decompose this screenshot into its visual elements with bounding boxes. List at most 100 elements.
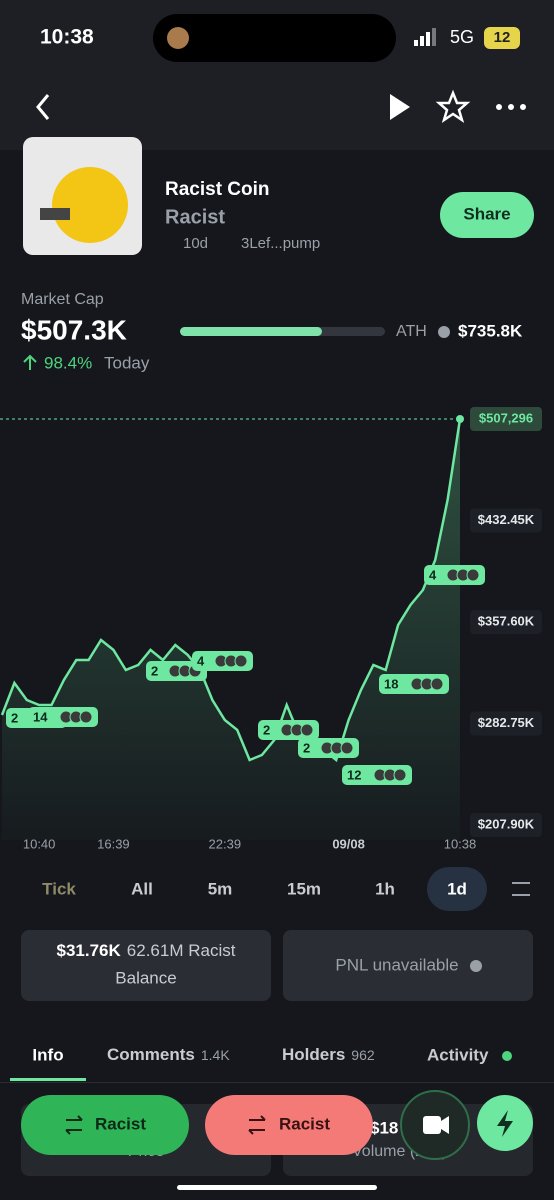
y-tick-bg [470, 609, 542, 634]
mcap-period: Today [104, 353, 150, 372]
buy-label[interactable]: Racist [95, 1114, 146, 1133]
balance-amount: 62.61M Racist [127, 941, 236, 960]
balance-value: $31.76K [57, 941, 122, 960]
play-button[interactable] [390, 94, 410, 120]
up-arrow [23, 354, 37, 370]
y-tick-label: $357.60K [478, 613, 535, 628]
info-icon[interactable] [438, 326, 450, 338]
mcap-change: 98.4% [44, 353, 92, 372]
buy-icon[interactable] [65, 1115, 83, 1135]
y-tick-label: $282.75K [478, 715, 535, 730]
tab-comments-count[interactable]: 1.4K [201, 1047, 230, 1063]
camera-icon[interactable] [423, 1116, 441, 1134]
activity-dot [502, 1051, 512, 1061]
sell-label[interactable]: Racist [279, 1114, 330, 1133]
sell-button[interactable] [205, 1095, 373, 1155]
trade-count[interactable]: 2 [263, 722, 270, 737]
y-tick-label: $207.90K [478, 816, 535, 831]
bolt-icon[interactable] [497, 1110, 513, 1137]
token-ticker: Racist [165, 206, 225, 228]
home-indicator [177, 1185, 377, 1190]
pnl-card [283, 930, 533, 1001]
battery-level: 12 [494, 29, 511, 46]
token-age: 10d [183, 235, 208, 252]
ath-value: $735.8K [458, 321, 523, 340]
signal [414, 28, 436, 46]
ath-label: ATH [396, 323, 427, 340]
share-button[interactable] [440, 192, 534, 238]
share-label[interactable]: Share [463, 204, 510, 223]
back-button[interactable] [36, 94, 50, 120]
tab-comments[interactable]: Comments 1.4K [107, 1045, 230, 1064]
trade-count[interactable]: 2 [151, 663, 158, 678]
tab-divider [0, 1082, 554, 1083]
token-emoji-prop [40, 208, 70, 220]
token-name: Racist Coin [165, 179, 270, 200]
x-tick-label: 10:38 [444, 836, 477, 851]
battery [484, 27, 520, 49]
pnl: PNL unavailable [335, 955, 458, 974]
trade-count[interactable]: 4 [429, 567, 437, 582]
chart: $207.90K$282.75K$357.60K$432.45K$507.30K… [0, 406, 542, 851]
y-tick-bg [470, 813, 542, 838]
ath-progress [180, 327, 322, 336]
timeframe[interactable]: All [131, 879, 153, 898]
buy-button[interactable] [21, 1095, 189, 1155]
timeframe[interactable]: 15m [287, 879, 321, 898]
trade-count[interactable]: 2 [11, 710, 18, 725]
timeframe[interactable]: Tick [42, 879, 76, 898]
trade-count[interactable]: 4 [197, 653, 205, 668]
tab-holders[interactable]: Holders 962 [282, 1045, 375, 1064]
camera-lens[interactable] [441, 1116, 449, 1134]
trader-avatar[interactable] [340, 741, 354, 755]
trade-count[interactable]: 18 [384, 676, 398, 691]
timeframe[interactable]: 1d [447, 879, 467, 898]
token-emoji [52, 167, 128, 243]
tab-comments-label[interactable]: Comments [107, 1045, 195, 1064]
y-tick-label: $432.45K [478, 512, 535, 527]
sell-icon[interactable] [248, 1115, 266, 1135]
tab-holders-label[interactable]: Holders [282, 1045, 345, 1064]
mcap-label: Market Cap [21, 291, 104, 308]
trade-count[interactable]: 2 [303, 740, 310, 755]
balance-line: $31.76K 62.61M Racist [57, 941, 236, 960]
y-tick-bg [470, 711, 542, 736]
volume-value: $18 [370, 1118, 398, 1137]
island-avatar [167, 27, 189, 49]
trade-count[interactable]: 12 [347, 767, 361, 782]
y-tick-bg [470, 508, 542, 533]
status-network: 5G [450, 27, 474, 47]
tab-holders-count[interactable]: 962 [351, 1047, 375, 1063]
tab-indicator [10, 1078, 86, 1081]
price-label-bg [470, 406, 542, 431]
trade-count[interactable]: 14 [33, 709, 48, 724]
timeframe-active-bg[interactable] [427, 867, 487, 911]
balance-card [21, 930, 271, 1001]
price-label: $507,296 [479, 410, 533, 425]
balance-label: Balance [115, 968, 176, 987]
x-tick-label: 22:39 [209, 836, 242, 851]
trader-avatar[interactable] [300, 723, 314, 737]
token-address[interactable]: 3Lef...pump [241, 235, 320, 252]
favorite-button[interactable] [435, 89, 471, 123]
tab-info[interactable]: Info [32, 1045, 63, 1064]
trader-avatar[interactable] [466, 568, 480, 582]
trader-avatar[interactable] [393, 768, 407, 782]
x-tick-label: 16:39 [97, 836, 130, 851]
more-button[interactable] [496, 104, 526, 110]
trader-avatar[interactable] [430, 677, 444, 691]
status-time: 10:38 [40, 26, 94, 49]
timeframe[interactable]: 1h [375, 879, 395, 898]
mcap-value: $507.3K [21, 314, 127, 345]
timeframe[interactable]: 5m [208, 879, 233, 898]
chart-settings[interactable] [512, 882, 530, 896]
pnl-info[interactable] [470, 960, 482, 972]
tab-activity[interactable]: Activity [427, 1045, 489, 1064]
trader-avatar[interactable] [234, 654, 248, 668]
price-dot [456, 414, 464, 423]
dynamic-island [153, 14, 396, 62]
x-tick-label: 09/08 [332, 836, 365, 851]
area [2, 419, 460, 840]
trader-avatar[interactable] [79, 710, 93, 724]
